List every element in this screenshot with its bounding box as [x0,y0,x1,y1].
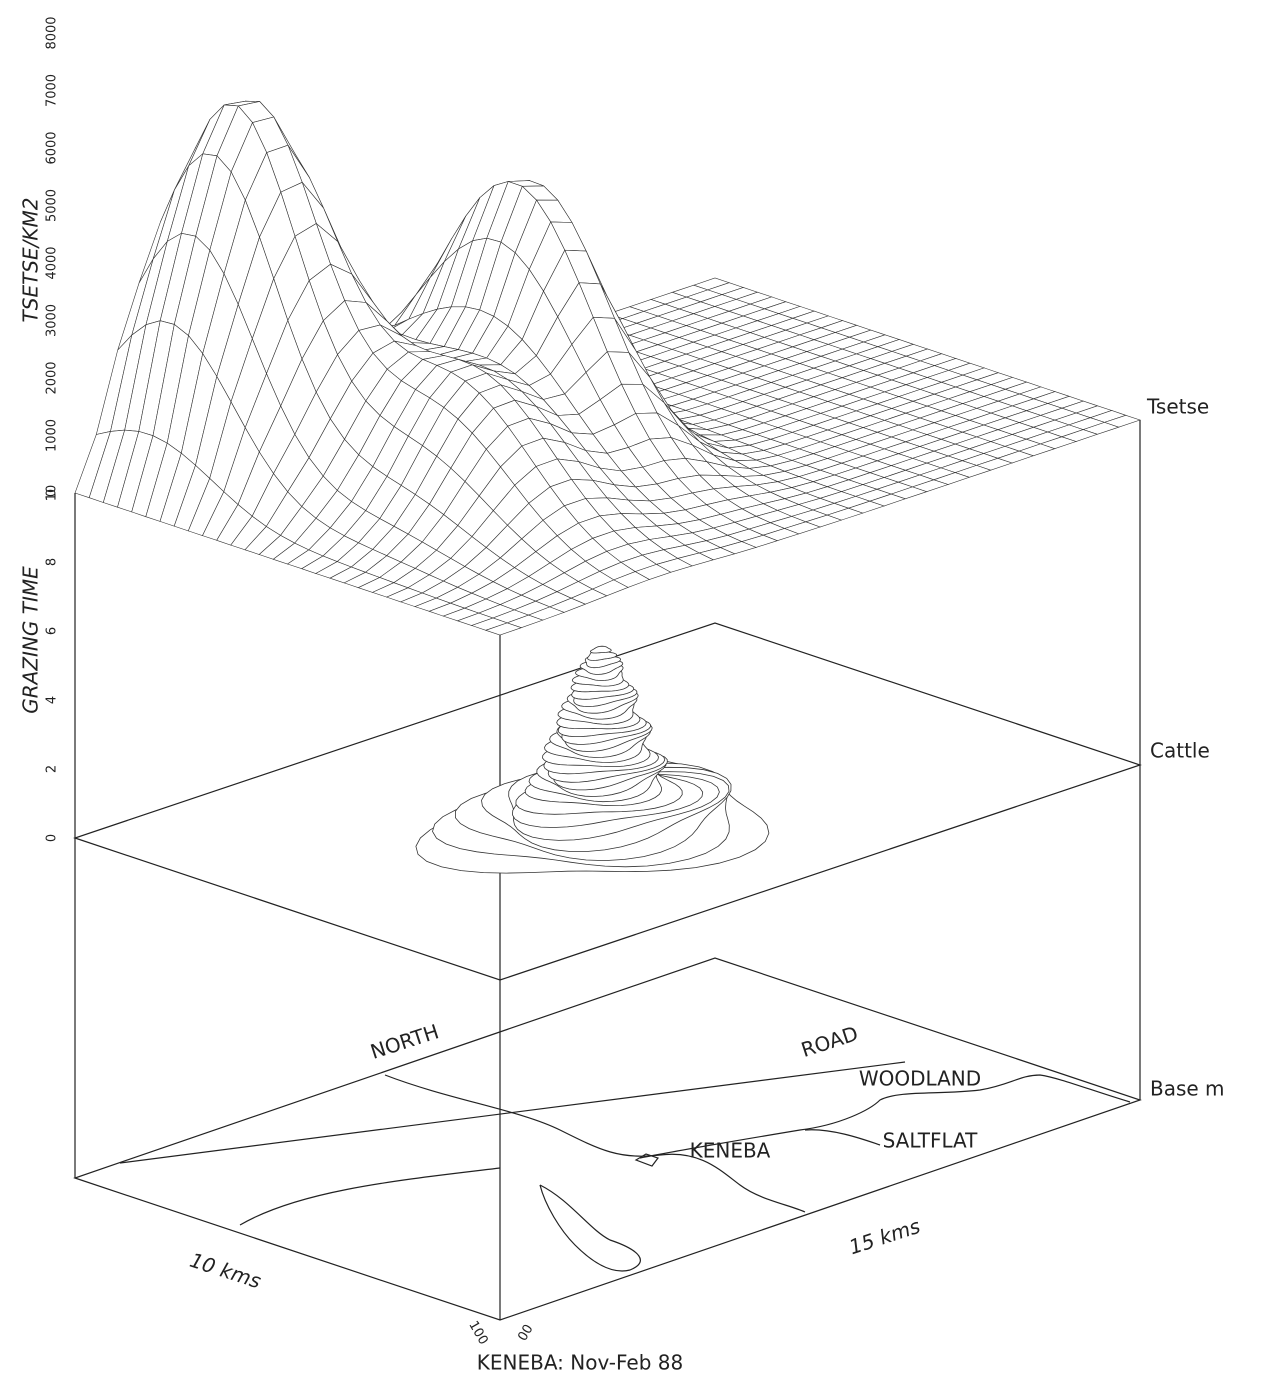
tsetse-surface [75,101,1140,635]
grazing-tick-label: 8 [45,558,60,566]
track [240,1168,500,1225]
grazing-tick-label: 4 [45,696,60,704]
base-map [120,1062,1130,1271]
map-label: SALTFLAT [883,1129,979,1153]
figure: TSETSE/KM2 GRAZING TIME 0100020003000400… [0,0,1262,1377]
map-label: NORTH [367,1019,441,1064]
grazing-tick-label: 6 [45,627,60,635]
tsetse-axis-label: TSETSE/KM2 [19,198,43,323]
contour-ring [590,646,611,653]
tsetse-tick-label: 8000 [45,16,60,49]
corner-label: 00 [515,1322,536,1344]
tsetse-tick-label: 3000 [45,304,60,337]
grazing-tick-label: 2 [45,765,60,773]
layer-label: Tsetse [1146,395,1209,419]
page: {"axes": { "tsetse": {"label": "TSETSE/K… [0,0,1262,1377]
map-label: WOODLAND [859,1067,981,1091]
grazing-tick-label: 0 [45,834,60,842]
scale-label: 15 kms [846,1214,923,1259]
cattle-surface [416,646,769,873]
tsetse-tick-label: 1000 [45,419,60,452]
grazing-axis-label: GRAZING TIME [19,566,43,714]
tsetse-tick-label: 4000 [45,246,60,279]
layer-label: Cattle [1150,739,1210,763]
corner-label: 100 [465,1318,490,1347]
tsetse-tick-label: 2000 [45,361,60,394]
scale-label: 10 kms [187,1248,264,1293]
caption: KENEBA: Nov-Feb 88 [477,1351,683,1375]
grazing-tick-label: 10 [45,485,60,502]
tsetse-tick-label: 7000 [45,74,60,107]
map-label: ROAD [798,1021,861,1062]
map-label: KENEBA [690,1139,771,1163]
tsetse-tick-label: 6000 [45,131,60,164]
river [540,1185,640,1271]
tsetse-tick-label: 5000 [45,189,60,222]
saltflat-edge [805,1130,880,1145]
layer-label: Base m [1150,1077,1225,1101]
